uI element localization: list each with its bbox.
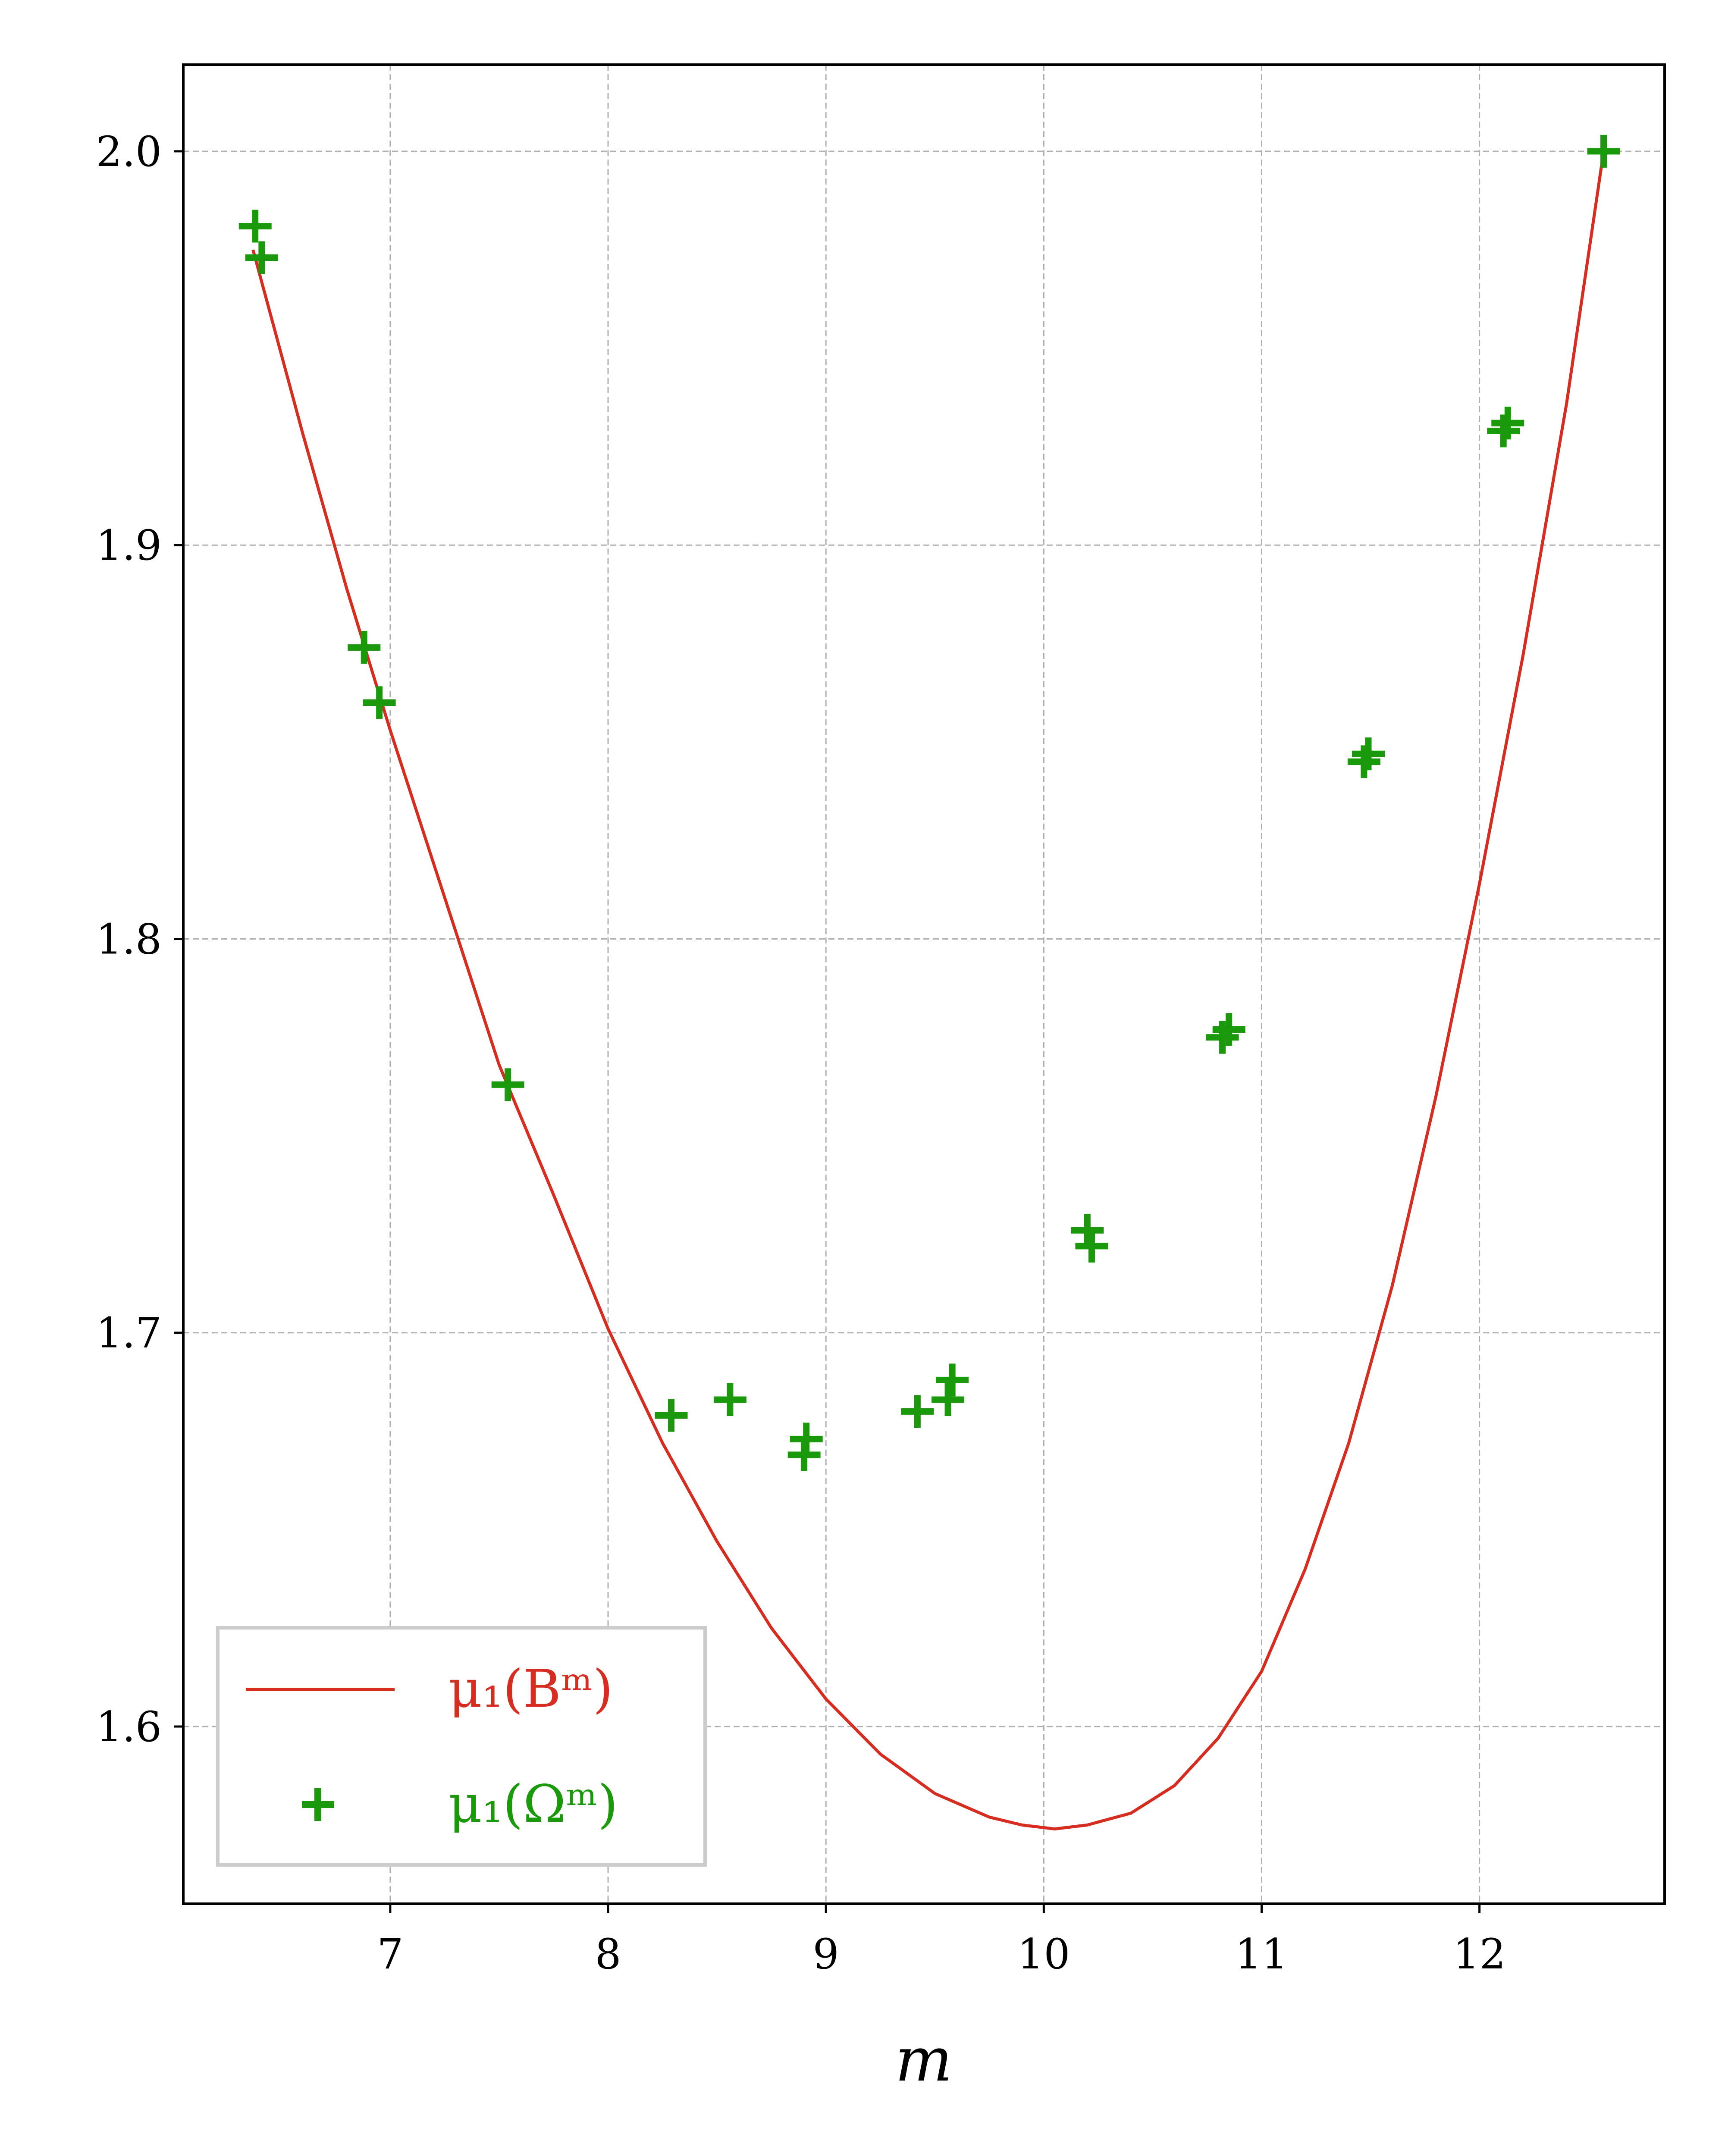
- data-point: [936, 1363, 969, 1397]
- x-tick-label: 11: [1235, 1930, 1288, 1978]
- data-point: [1075, 1229, 1108, 1263]
- series-layer: [238, 135, 1620, 1830]
- data-point: [238, 210, 272, 243]
- series-line-ball: [251, 151, 1606, 1830]
- legend-label-omega: μ₁(Ωᵐ): [448, 1774, 618, 1834]
- x-tick-label: 9: [813, 1930, 839, 1978]
- legend: μ₁(Bᵐ) μ₁(Ωᵐ): [216, 1626, 707, 1867]
- y-tick-label: 1.8: [96, 915, 162, 963]
- plot-frame: [182, 63, 1666, 1905]
- axes: 7 8 9 10 11 12 1.6 1.7 1.8 1.9 2.0: [96, 128, 1505, 1978]
- legend-plus-marker: [302, 1788, 334, 1821]
- data-point: [1212, 1013, 1245, 1046]
- data-point: [1587, 135, 1620, 168]
- data-point: [491, 1068, 524, 1101]
- y-tick-label: 1.7: [96, 1309, 162, 1357]
- legend-box: [216, 1626, 707, 1867]
- data-point: [901, 1395, 934, 1428]
- legend-label-ball: μ₁(Bᵐ): [448, 1659, 613, 1719]
- data-point: [655, 1399, 688, 1432]
- data-point: [1352, 737, 1385, 771]
- data-point: [790, 1423, 823, 1456]
- y-tick-label: 2.0: [96, 128, 162, 176]
- data-point: [363, 686, 396, 719]
- data-point: [1071, 1214, 1104, 1247]
- plot-area: [183, 65, 1665, 1904]
- data-point: [348, 631, 381, 664]
- data-point: [1491, 407, 1524, 440]
- y-tick-label: 1.6: [96, 1703, 162, 1751]
- x-tick-label: 8: [595, 1930, 621, 1978]
- x-tick-label: 7: [377, 1930, 403, 1978]
- x-axis-label: m: [895, 2025, 953, 2095]
- y-tick-label: 1.9: [96, 521, 162, 570]
- x-tick-label: 10: [1017, 1930, 1070, 1978]
- data-point: [245, 241, 278, 274]
- data-point: [713, 1383, 746, 1416]
- data-point: [932, 1383, 965, 1416]
- x-tick-label: 12: [1453, 1930, 1506, 1978]
